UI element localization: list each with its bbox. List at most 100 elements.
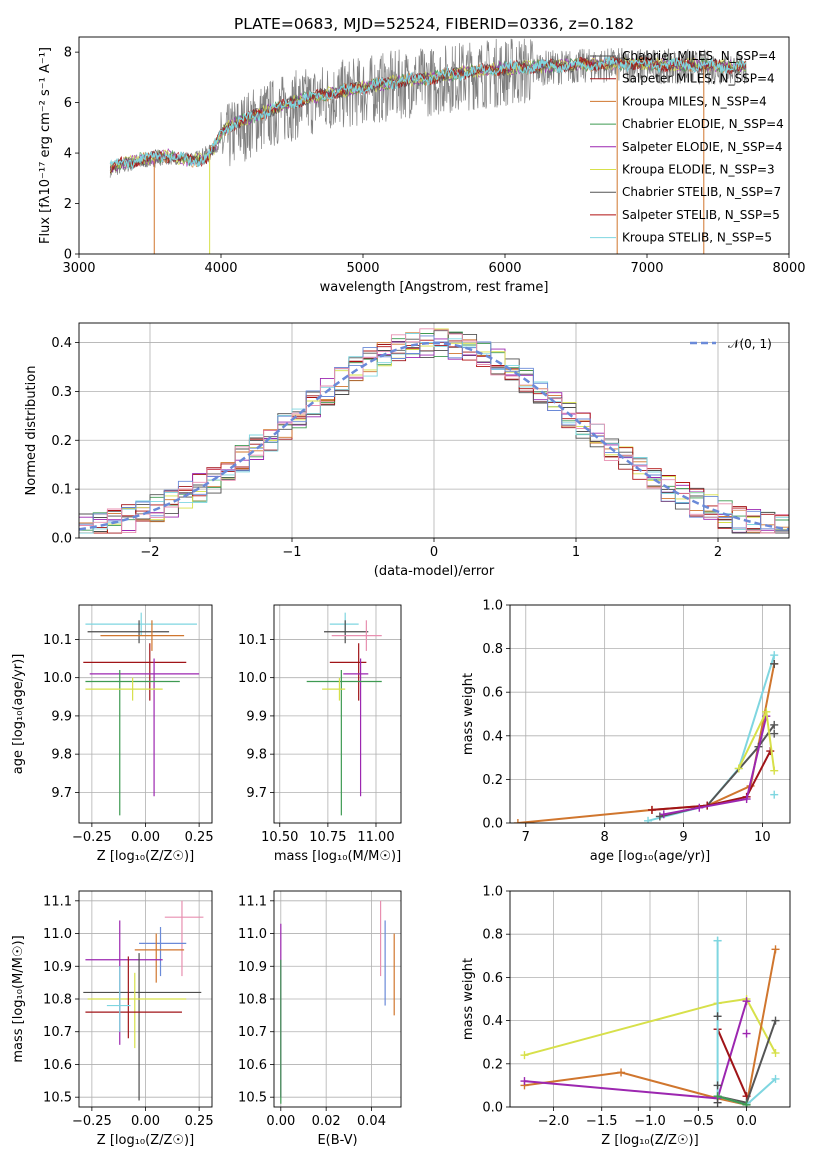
panel-mass-vs-Z: −0.25 0.00 0.25 10.5 10.6 10.7 10.8 10.9 11.0 11.…: [11, 890, 214, 1148]
x-tick-label: 8000: [772, 261, 805, 276]
x-tick-label: 0.00: [131, 830, 160, 845]
mass-weight-line: [716, 1028, 748, 1097]
y-axis-label: age [log₁₀(age/yr)]: [11, 654, 26, 775]
y-tick-label: 10.7: [238, 1025, 267, 1040]
mass-weight-line: [647, 654, 776, 822]
x-tick-label: −0.25: [72, 830, 112, 845]
model-spectrum-line: [109, 56, 747, 171]
y-tick-label: 0.8: [482, 928, 503, 943]
y-tick-label: 10.9: [43, 960, 72, 975]
x-axis-label: age [log₁₀(age/yr)]: [590, 849, 711, 864]
axes-frame: [509, 604, 791, 824]
y-tick-label: 11.0: [238, 927, 267, 942]
y-tick-label: 0.6: [482, 971, 503, 986]
y-axis-label: mass weight: [461, 673, 476, 755]
y-tick-label: 8: [64, 46, 72, 61]
errorbar-group: [83, 612, 200, 816]
y-tick-label: 0: [64, 248, 72, 263]
y-tick-label: 2: [64, 197, 72, 212]
axes-frame: [78, 604, 213, 824]
histogram-step-line: [79, 328, 789, 534]
x-tick-label: −2: [140, 545, 159, 560]
legend-label: Kroupa STELIB, N_SSP=5: [622, 231, 772, 245]
axes-frame: [273, 604, 402, 824]
y-tick-label: 9.8: [246, 748, 267, 763]
x-tick-label: −2.0: [538, 1114, 570, 1129]
mass-weight-line: [651, 750, 772, 811]
axes-frame: [78, 322, 790, 539]
y-axis-label: mass weight: [461, 958, 476, 1040]
y-tick-label: 0.6: [482, 686, 503, 701]
errorbar-group: [83, 900, 204, 1101]
x-tick-label: −1.5: [586, 1114, 618, 1129]
x-tick-label: 1: [572, 545, 580, 560]
y-tick-label: 0.0: [482, 817, 503, 832]
y-tick-label: 10.1: [238, 633, 267, 648]
x-tick-label: 0.25: [185, 830, 214, 845]
axes-frame: [273, 890, 402, 1108]
legend-label: Salpeter ELODIE, N_SSP=4: [622, 140, 783, 154]
histogram-step-line: [79, 333, 789, 534]
y-tick-label: 0.1: [51, 483, 72, 498]
y-tick-label: 9.7: [51, 786, 72, 801]
panel-age-vs-mass: 10.50 10.75 11.00 9.7 9.8 9.9 10.0 10.1 mass [lo…: [238, 604, 402, 864]
panel-age-vs-Z: −0.25 0.00 0.25 9.7 9.8 9.9 10.0 10.1 Z [log₁₀(Z…: [11, 604, 214, 864]
x-tick-label: 11.00: [357, 830, 394, 845]
y-tick-label: 10.5: [238, 1091, 267, 1106]
y-axis-label: Flux [fλ10⁻¹⁷ erg cm⁻² s⁻¹ A⁻¹]: [38, 47, 53, 244]
y-tick-label: 9.9: [51, 709, 72, 724]
y-tick-label: 10.0: [238, 671, 267, 686]
x-tick-label: 3000: [62, 261, 95, 276]
y-tick-label: 11.1: [43, 894, 72, 909]
axes-frame: [509, 890, 791, 1108]
histogram-group: [79, 328, 789, 534]
mass-weight-line: [717, 1095, 747, 1106]
errorbar-group: [280, 900, 395, 1104]
x-axis-label: mass [log₁₀(M/M☉)]: [274, 849, 401, 864]
y-tick-label: 0.8: [482, 642, 503, 657]
x-tick-label: 10: [754, 830, 771, 845]
x-axis-label: wavelength [Angstrom, rest frame]: [320, 280, 549, 295]
y-tick-label: 9.8: [51, 748, 72, 763]
x-tick-label: 7: [522, 830, 530, 845]
panel-massweight-vs-Z: −2.0 −1.5 −1.0 −0.5 0.0 0.0 0.2 0.4 0.6 0.8 1.0 Z […: [461, 885, 791, 1148]
y-tick-label: 4: [64, 147, 72, 162]
y-tick-label: 0.2: [51, 434, 72, 449]
y-tick-label: 0.2: [482, 773, 503, 788]
y-tick-label: 11.0: [43, 927, 72, 942]
x-tick-label: 9: [679, 830, 687, 845]
y-tick-label: 10.5: [43, 1091, 72, 1106]
panel-spectrum: 3000 4000 5000 6000 7000 8000 0 2 4 6 8 wavelength …: [38, 36, 806, 295]
y-tick-label: 0.2: [482, 1057, 503, 1072]
x-tick-label: 5000: [346, 261, 379, 276]
panel-residuals: −2 −1 0 1 2 0.0 0.1 0.2 0.3 0.4 (data-model)/error…: [24, 322, 790, 579]
errorbar-group: [306, 612, 382, 816]
histogram-step-line: [79, 335, 789, 531]
y-tick-label: 0.0: [482, 1101, 503, 1116]
y-tick-label: 0.0: [51, 532, 72, 547]
y-tick-label: 11.1: [238, 894, 267, 909]
legend-label: Chabrier MILES, N_SSP=4: [622, 49, 776, 63]
panel-mass-vs-EBV: 0.00 0.02 0.04 10.5 10.6 10.7 10.8 10.9 11.0 11.1…: [238, 890, 402, 1148]
y-tick-label: 0.4: [482, 1014, 503, 1029]
legend-label: Salpeter MILES, N_SSP=4: [622, 72, 775, 86]
y-tick-label: 0.4: [51, 336, 72, 351]
y-tick-label: 10.7: [43, 1025, 72, 1040]
y-axis-label: mass [log₁₀(M/M☉)]: [11, 935, 26, 1062]
mass-weight-line: [524, 1000, 748, 1100]
spectrum-lines: [109, 38, 747, 254]
y-tick-label: 1.0: [482, 885, 503, 900]
x-axis-label: (data-model)/error: [374, 564, 495, 579]
x-axis-label: Z [log₁₀(Z/Z☉)]: [97, 849, 194, 864]
x-tick-label: 7000: [630, 261, 663, 276]
x-tick-label: 2: [714, 545, 722, 560]
y-tick-label: 9.7: [246, 786, 267, 801]
y-axis-label: Normed distribution: [24, 366, 39, 496]
weight-lines: [513, 651, 779, 823]
y-tick-label: 0.4: [482, 729, 503, 744]
chart-layer: 3000 4000 5000 6000 7000 8000 0 2 4 6 8 wavelength …: [11, 36, 806, 1148]
legend-label: Kroupa ELODIE, N_SSP=3: [622, 163, 775, 177]
x-tick-label: 0: [430, 545, 438, 560]
legend: Chabrier MILES, N_SSP=4 Salpeter MILES, N…: [590, 49, 784, 245]
y-tick-label: 10.6: [43, 1058, 72, 1073]
